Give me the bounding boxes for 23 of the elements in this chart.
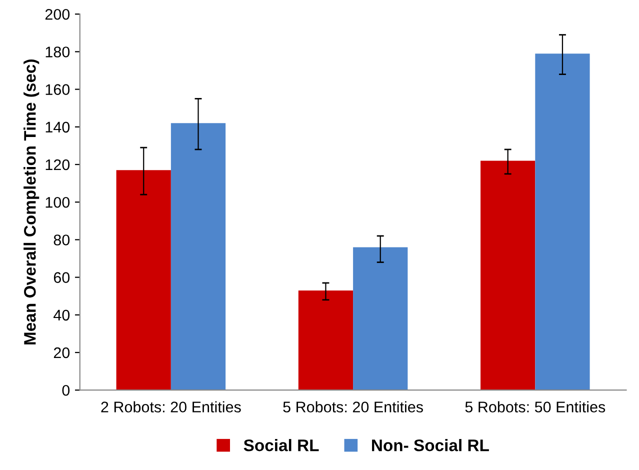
y-tick-label: 0	[62, 384, 70, 396]
legend-label: Non- Social RL	[372, 439, 489, 452]
y-tick-label: 140	[46, 122, 70, 133]
y-tick-label: 100	[46, 196, 70, 208]
x-tick-label: 2 Robots: 20 Entities	[101, 401, 241, 412]
bar	[535, 54, 590, 390]
bar	[480, 160, 536, 390]
y-tick-label: 80	[54, 234, 70, 246]
bar	[353, 247, 408, 390]
bar	[116, 170, 171, 390]
y-tick-label: 120	[46, 159, 70, 170]
x-tick-label: 5 Robots: 50 Entities	[465, 401, 606, 412]
legend-label: Social RL	[244, 439, 319, 452]
bar	[298, 290, 354, 390]
y-tick-label: 60	[54, 272, 70, 283]
y-tick-label: 180	[46, 46, 70, 58]
bar	[170, 123, 226, 390]
x-tick-label: 5 Robots: 20 Entities	[283, 401, 423, 412]
y-axis-title: Mean Overall Completion Time (sec)	[24, 60, 40, 344]
y-tick-label: 20	[54, 347, 70, 358]
y-tick-label: 40	[54, 310, 70, 321]
y-tick-label: 160	[46, 84, 70, 95]
y-tick-label: 200	[45, 8, 70, 20]
